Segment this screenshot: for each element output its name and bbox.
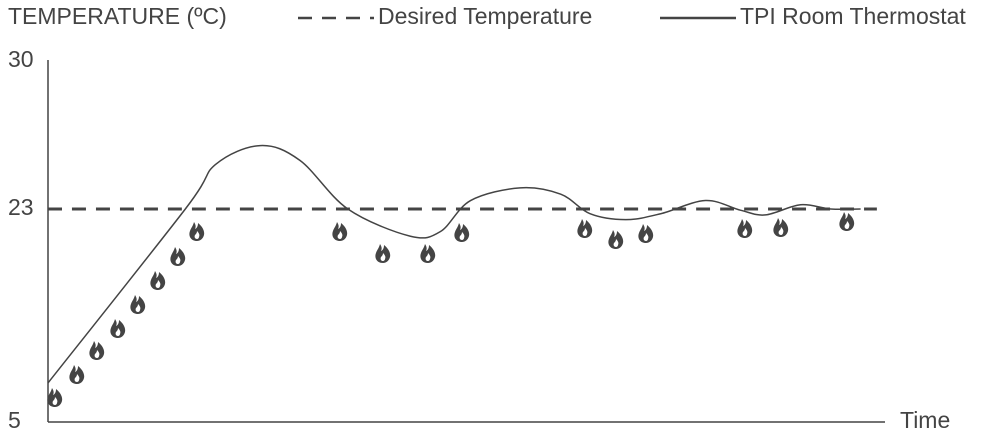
series-line — [47, 144, 861, 384]
x-axis-title: Time — [900, 407, 950, 433]
flame-icon — [773, 218, 789, 237]
legend-label: Desired Temperature — [378, 3, 592, 29]
flame-icon — [47, 388, 63, 407]
y-tick-label: 30 — [8, 46, 34, 72]
flame-icon — [189, 222, 205, 241]
flame-icon — [577, 219, 593, 238]
flame-icon — [110, 319, 126, 338]
flame-icon — [130, 295, 146, 314]
y-tick-label: 5 — [8, 407, 21, 433]
flame-icon — [332, 222, 348, 241]
flame-icon — [375, 244, 391, 263]
flame-icon — [608, 230, 624, 249]
flame-icon — [839, 212, 855, 231]
flame-icon — [69, 365, 85, 384]
flame-icon — [89, 341, 105, 360]
flame-icon — [170, 247, 186, 266]
y-tick-label: 23 — [8, 194, 34, 220]
flame-icon — [150, 271, 166, 290]
flame-icon — [737, 219, 753, 238]
y-axis-title: TEMPERATURE (ºC) — [8, 3, 227, 29]
legend-label: TPI Room Thermostat — [740, 3, 966, 29]
flame-icon — [454, 223, 470, 242]
flame-icon — [638, 224, 654, 243]
flame-icon — [420, 244, 436, 263]
